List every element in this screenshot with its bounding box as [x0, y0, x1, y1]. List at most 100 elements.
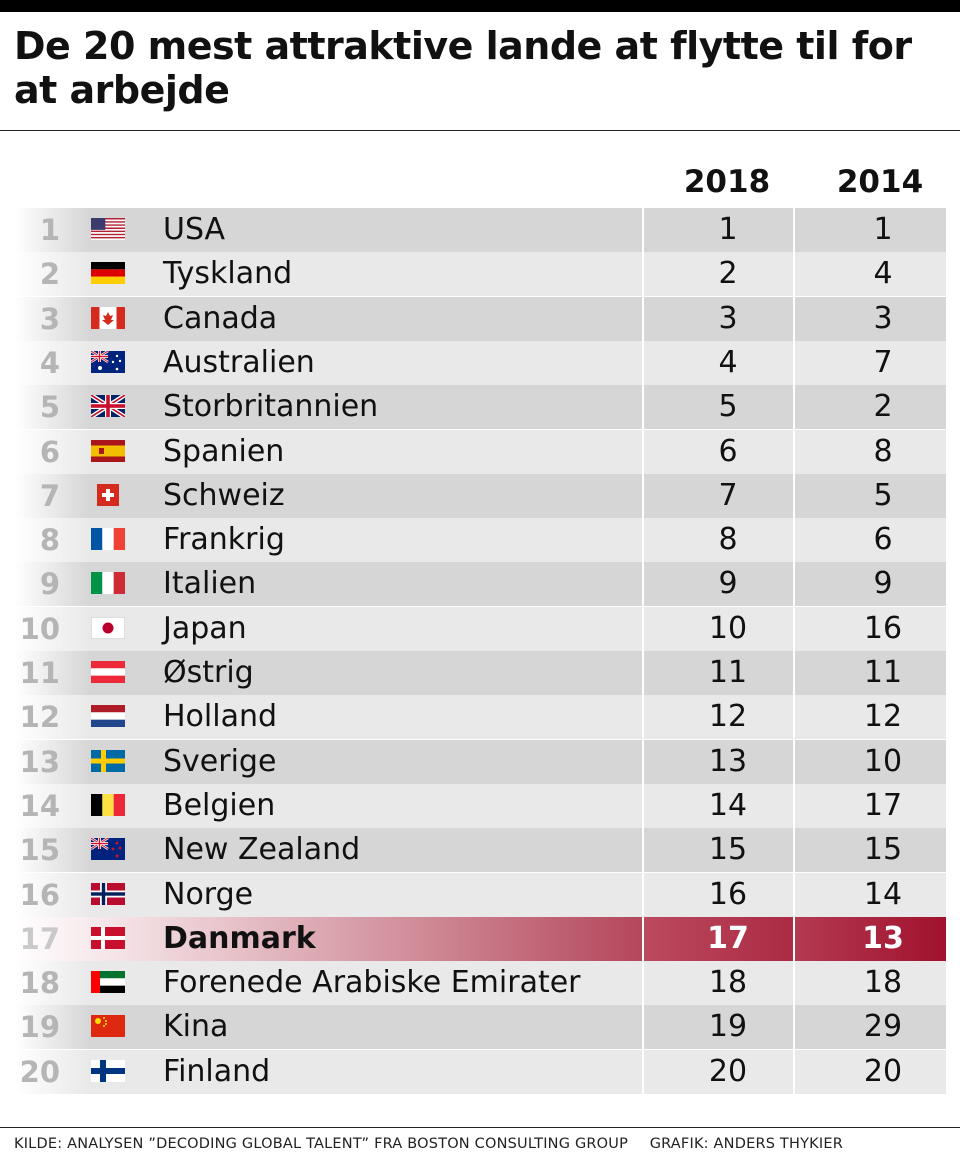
row-cell-2014-background — [795, 606, 946, 651]
row-cell-2018-background — [644, 296, 793, 341]
row-cell-2014-background — [795, 473, 946, 518]
italy-flag-icon — [91, 572, 126, 595]
rank-2018-value: 7 — [718, 477, 738, 513]
country-name: Frankrig — [163, 522, 285, 558]
table-row: 14 Belgien 14 17 — [14, 783, 946, 828]
column-header-2018: 2018 — [683, 164, 771, 200]
rank-number: 8 — [39, 523, 60, 558]
row-cell-2014-background — [795, 518, 946, 563]
row-cell-2014-background — [795, 739, 946, 784]
rank-2014-value: 13 — [862, 920, 904, 956]
france-flag-icon — [91, 528, 126, 551]
rank-2014-value: 5 — [873, 477, 893, 513]
rank-number: 18 — [19, 966, 60, 1001]
table-row: 15 New Zealand 15 15 — [14, 828, 946, 873]
row-cell-2014-background — [795, 208, 946, 252]
switzerland-flag-icon — [91, 483, 125, 506]
rank-2014-value: 7 — [873, 344, 893, 380]
table-row: 18 Forenede Arabiske Emirater 18 18 — [14, 961, 946, 1006]
rank-number: 4 — [39, 345, 60, 380]
rank-2014-value: 3 — [873, 300, 893, 336]
rank-number: 2 — [39, 257, 60, 292]
rank-2018-value: 3 — [718, 300, 738, 336]
country-name: New Zealand — [163, 832, 361, 868]
row-cell-2014-background — [795, 695, 946, 740]
footer-credit: GRAFIK: ANDERS THYKIER — [649, 1136, 843, 1152]
rank-2014-value: 20 — [863, 1053, 903, 1089]
rank-2018-value: 17 — [707, 920, 749, 956]
row-cell-2014-background — [795, 1005, 946, 1050]
rank-2018-value: 15 — [708, 832, 748, 868]
uk-flag-icon — [89, 393, 127, 420]
table-row: 9 Italien 9 9 — [14, 562, 946, 607]
row-cell-2018-background — [644, 1049, 793, 1094]
country-name: Australien — [163, 344, 315, 380]
table-row: 16 Norge 16 14 — [14, 872, 946, 917]
rank-2014-value: 8 — [873, 433, 893, 469]
rank-2018-value: 5 — [718, 389, 738, 425]
row-cell-2018-background — [644, 783, 793, 828]
footer-source: KILDE: ANALYSEN ”DECODING GLOBAL TALENT”… — [14, 1136, 629, 1152]
rank-2018-value: 1 — [718, 212, 738, 247]
rank-2018-value: 8 — [718, 522, 738, 558]
rank-number: 7 — [39, 478, 60, 513]
country-name: Schweiz — [163, 477, 285, 513]
table-row-highlighted: 17 Danmark 17 13 — [14, 916, 946, 961]
japan-flag-icon — [91, 616, 125, 639]
rank-number: 13 — [19, 744, 60, 779]
table-row: 1 USA 1 1 — [14, 208, 946, 252]
row-cell-2018-background — [644, 340, 793, 385]
rank-2018-value: 12 — [708, 699, 748, 735]
belgium-flag-icon — [91, 793, 126, 816]
rank-2014-value: 4 — [873, 256, 893, 292]
rank-2014-value: 16 — [863, 610, 903, 646]
table-row: 13 Sverige 13 10 — [14, 739, 946, 784]
row-cell-2014-background — [795, 429, 946, 474]
rank-2018-value: 14 — [708, 787, 748, 823]
country-name: Storbritannien — [163, 389, 379, 425]
row-cell-2018-background — [644, 562, 793, 607]
rank-2018-value: 20 — [708, 1053, 748, 1089]
austria-flag-icon — [91, 661, 125, 684]
row-cell-2014-background — [795, 562, 946, 607]
country-name: Italien — [163, 566, 257, 602]
country-name: Tyskland — [163, 256, 293, 292]
table-row: 10 Japan 10 16 — [14, 606, 946, 651]
footer: KILDE: ANALYSEN ”DECODING GLOBAL TALENT”… — [14, 1136, 843, 1152]
top-bar — [0, 0, 960, 12]
country-name: Spanien — [163, 433, 285, 469]
rank-number: 9 — [39, 567, 60, 602]
rank-2014-value: 15 — [863, 832, 903, 868]
country-name: Sverige — [163, 743, 277, 779]
table-row: 19 Kina 19 29 — [14, 1005, 946, 1050]
row-cell-2018-background — [644, 252, 793, 297]
row-cell-2014-background — [795, 828, 946, 873]
row-cell-2018-background — [644, 695, 793, 740]
australia-flag-icon — [90, 349, 125, 373]
denmark-flag-icon — [91, 926, 125, 949]
table-row: 8 Frankrig 8 6 — [14, 518, 946, 563]
rank-number: 11 — [19, 656, 60, 690]
rank-2014-value: 11 — [863, 655, 903, 690]
row-cell-2014-background — [795, 296, 946, 341]
row-cell-2014-background — [795, 1049, 946, 1094]
row-cell-2018-background — [644, 739, 793, 784]
rank-2018-value: 9 — [718, 566, 738, 602]
rank-2014-value: 9 — [873, 566, 893, 602]
rank-2018-value: 19 — [708, 1009, 748, 1045]
rank-number: 19 — [19, 1010, 60, 1045]
rank-2014-value: 6 — [873, 522, 893, 558]
rank-2014-value: 18 — [863, 965, 903, 1001]
rank-number: 12 — [19, 700, 60, 735]
country-name: Belgien — [163, 787, 276, 823]
table-row: 12 Holland 12 12 — [14, 695, 946, 740]
uae-flag-icon — [91, 971, 125, 994]
rank-2018-value: 18 — [708, 965, 748, 1001]
title-divider — [0, 130, 960, 131]
country-name: Canada — [163, 300, 278, 336]
row-cell-2018-background — [644, 385, 793, 430]
rank-number: 5 — [39, 390, 60, 425]
rank-number: 3 — [39, 301, 60, 336]
rank-number: 15 — [19, 833, 60, 868]
row-cell-2018-background — [644, 961, 793, 1006]
